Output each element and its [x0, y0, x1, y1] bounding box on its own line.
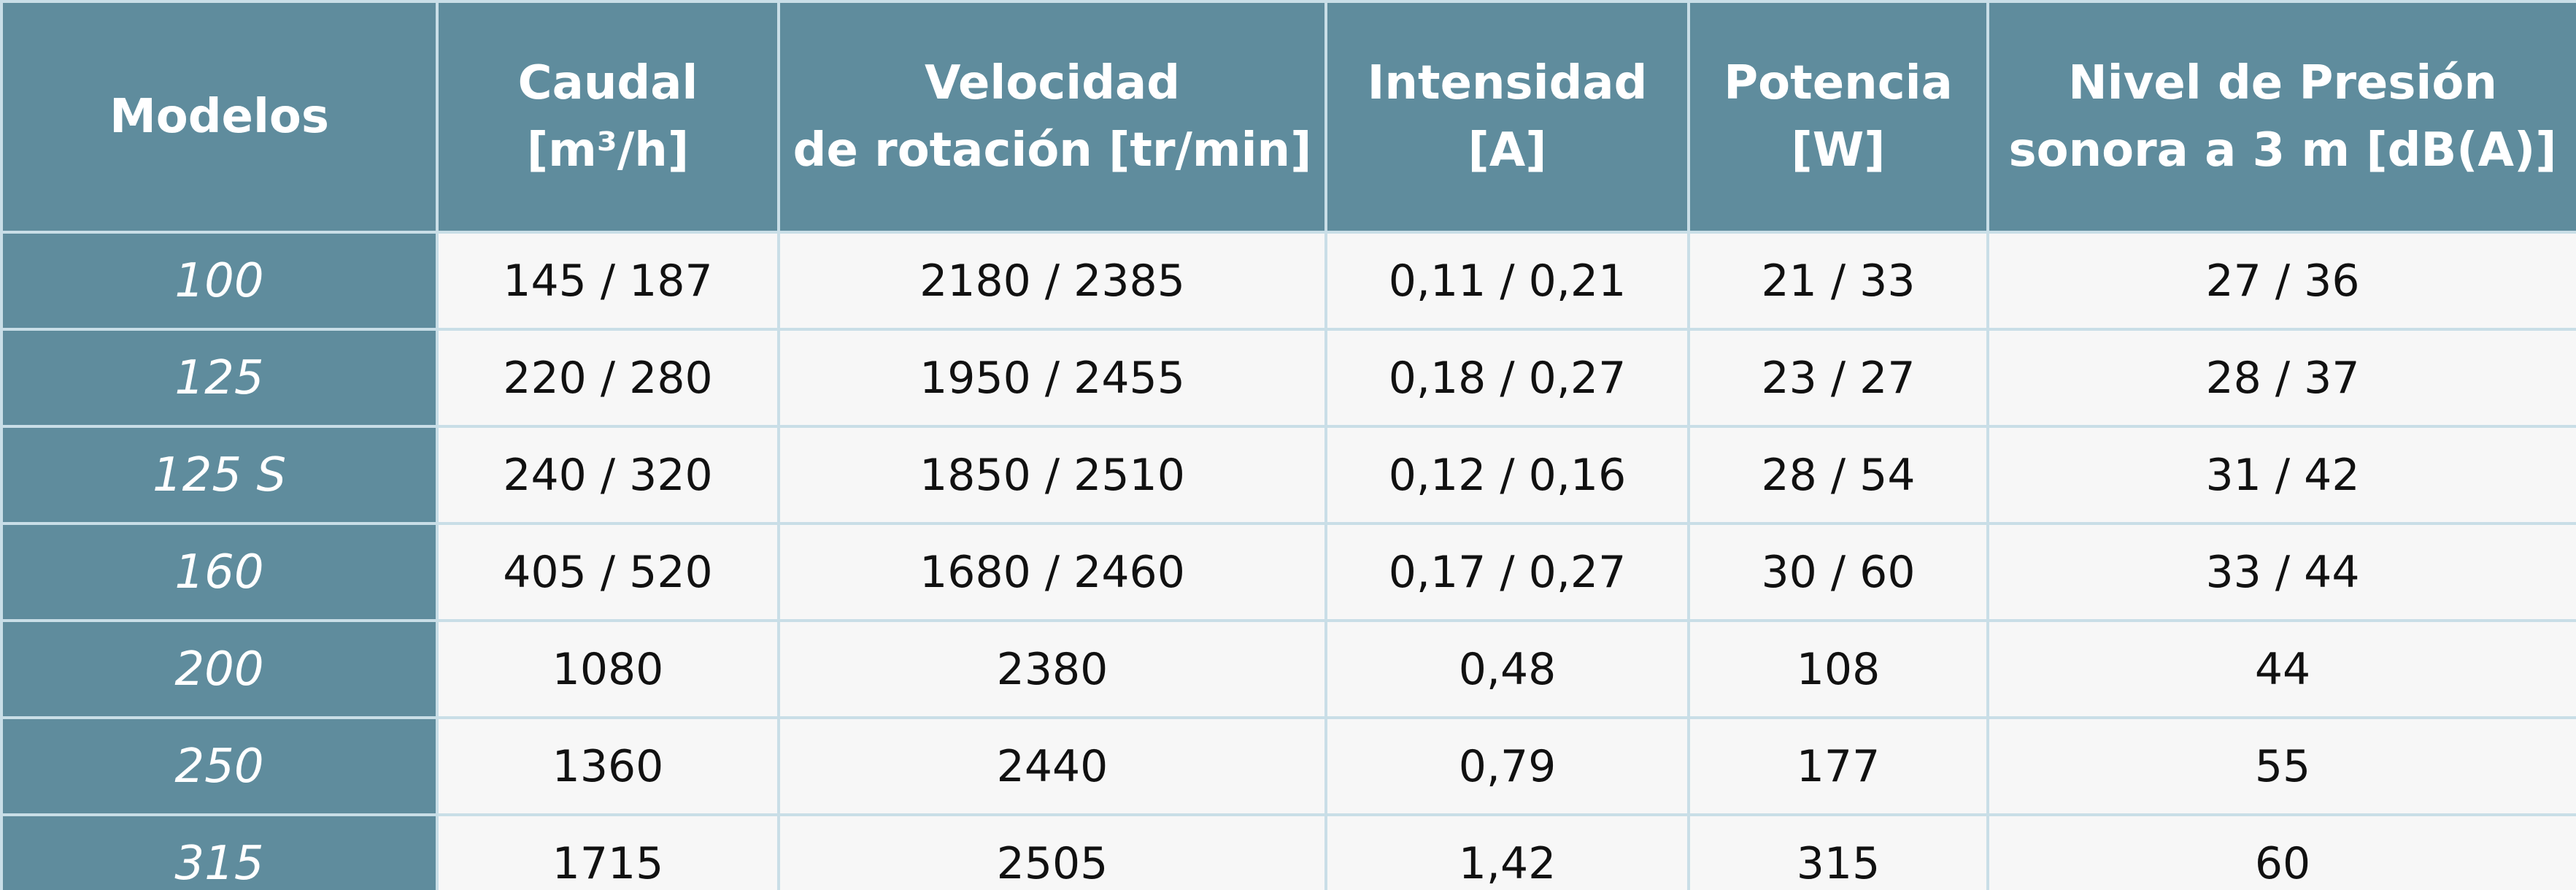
data-cell: 2440 [777, 716, 1327, 816]
data-cell: 0,17 / 0,27 [1324, 522, 1690, 622]
table-row: 125 S 240 / 320 1850 / 2510 0,12 / 0,16 28 /… [0, 425, 2576, 525]
header-text: Potencia [1724, 56, 1953, 110]
header-text: Intensidad [1367, 56, 1648, 110]
data-cell: 0,18 / 0,27 [1324, 328, 1690, 428]
data-cell: 2380 [777, 619, 1327, 719]
model-cell: 250 [0, 716, 439, 816]
model-cell: 315 [0, 813, 439, 890]
model-cell: 100 [0, 231, 439, 331]
data-cell: 1360 [436, 716, 780, 816]
data-cell: 23 / 27 [1687, 328, 1989, 428]
header-text: Velocidad [924, 56, 1181, 110]
model-cell: 125 [0, 328, 439, 428]
data-cell: 28 / 37 [1986, 328, 2576, 428]
data-cell: 145 / 187 [436, 231, 780, 331]
data-cell: 1715 [436, 813, 780, 890]
table-row: 315 1715 2505 1,42 315 60 [0, 813, 2576, 890]
table-row: 100 145 / 187 2180 / 2385 0,11 / 0,21 21 / 3… [0, 231, 2576, 331]
model-cell: 160 [0, 522, 439, 622]
header-text: [W] [1791, 123, 1886, 177]
table-row: 125 220 / 280 1950 / 2455 0,18 / 0,27 23 / 2… [0, 328, 2576, 428]
model-cell: 200 [0, 619, 439, 719]
header-cell: Velocidad de rotación [tr/min] [777, 0, 1327, 234]
data-cell: 315 [1687, 813, 1989, 890]
table-body: 100 145 / 187 2180 / 2385 0,11 / 0,21 21 / 3… [0, 231, 2576, 890]
data-cell: 0,11 / 0,21 [1324, 231, 1690, 331]
data-cell: 1,42 [1324, 813, 1690, 890]
data-cell: 0,79 [1324, 716, 1690, 816]
data-cell: 1080 [436, 619, 780, 719]
data-cell: 60 [1986, 813, 2576, 890]
header-text: [A] [1468, 123, 1547, 177]
table-row: 200 1080 2380 0,48 108 44 [0, 619, 2576, 719]
data-cell: 0,12 / 0,16 [1324, 425, 1690, 525]
header-row: Modelos Caudal [m³/h] Velocidad de rotación … [0, 0, 2576, 234]
header-text: Caudal [517, 56, 698, 110]
data-cell: 240 / 320 [436, 425, 780, 525]
data-cell: 55 [1986, 716, 2576, 816]
header-text: de rotación [tr/min] [793, 123, 1312, 177]
header-cell: Intensidad [A] [1324, 0, 1690, 234]
data-cell: 1680 / 2460 [777, 522, 1327, 622]
table-header: Modelos Caudal [m³/h] Velocidad de rotación … [0, 0, 2576, 234]
table-row: 250 1360 2440 0,79 177 55 [0, 716, 2576, 816]
data-cell: 28 / 54 [1687, 425, 1989, 525]
data-cell: 0,48 [1324, 619, 1690, 719]
header-cell: Nivel de Presión sonora a 3 m [dB(A)] [1986, 0, 2576, 234]
data-cell: 31 / 42 [1986, 425, 2576, 525]
data-cell: 30 / 60 [1687, 522, 1989, 622]
header-cell: Potencia [W] [1687, 0, 1989, 234]
header-text: Nivel de Presión [2068, 56, 2497, 110]
header-cell: Modelos [0, 0, 439, 234]
data-cell: 1950 / 2455 [777, 328, 1327, 428]
data-cell: 405 / 520 [436, 522, 780, 622]
data-cell: 2180 / 2385 [777, 231, 1327, 331]
data-cell: 33 / 44 [1986, 522, 2576, 622]
data-cell: 1850 / 2510 [777, 425, 1327, 525]
header-text: [m³/h] [526, 123, 690, 177]
data-cell: 21 / 33 [1687, 231, 1989, 331]
data-cell: 177 [1687, 716, 1989, 816]
header-cell: Caudal [m³/h] [436, 0, 780, 234]
data-cell: 44 [1986, 619, 2576, 719]
data-cell: 2505 [777, 813, 1327, 890]
header-text: sonora a 3 m [dB(A)] [2008, 123, 2557, 177]
data-cell: 108 [1687, 619, 1989, 719]
table-row: 160 405 / 520 1680 / 2460 0,17 / 0,27 30 / 6… [0, 522, 2576, 622]
data-cell: 220 / 280 [436, 328, 780, 428]
model-cell: 125 S [0, 425, 439, 525]
header-text: Modelos [109, 90, 329, 144]
data-cell: 27 / 36 [1986, 231, 2576, 331]
